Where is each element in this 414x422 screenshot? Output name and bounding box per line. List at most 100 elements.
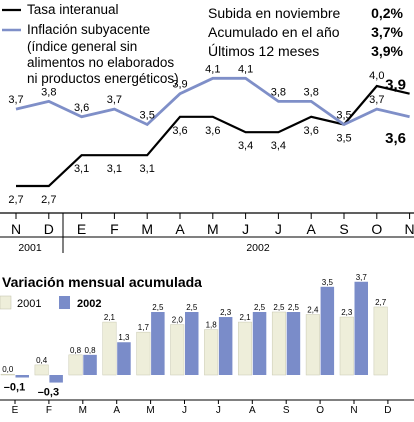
bar-2001 <box>170 324 185 376</box>
stat-value-noviembre: 0,2% <box>371 5 403 21</box>
legend: Tasa interanual Inflación subyacente (ín… <box>2 2 179 86</box>
bar-2002 <box>286 312 301 375</box>
bar-label-2002: 2,5 <box>152 303 164 312</box>
data-label-tasa: 3,1 <box>74 163 89 175</box>
data-label-tasa: 3,1 <box>107 163 122 175</box>
bar-legend: 2001 2002 <box>0 295 101 310</box>
bar-label-2001: 2,5 <box>273 303 285 312</box>
data-label-tasa: 4,0 <box>369 70 384 82</box>
bar-label-2002: 1,3 <box>118 333 130 342</box>
bar-2002 <box>83 354 97 375</box>
data-label-tasa: 3,5 <box>336 132 351 144</box>
data-label-subyacente: 3,8 <box>304 86 319 98</box>
bar-label-2001: 0,0 <box>2 365 14 374</box>
bar-x-tick-label: O <box>316 405 324 416</box>
bar-2001 <box>339 316 354 376</box>
x-tick-label: E <box>77 221 86 237</box>
x-tick-label: A <box>307 221 317 237</box>
data-label-subyacente: 4,1 <box>238 63 253 75</box>
legend-label-subyacente-4: ni productos energéticos) <box>27 71 179 86</box>
legend-label-subyacente-3: alimentos no elaborados <box>27 55 174 70</box>
x-tick-label: S <box>339 221 348 237</box>
legend-label-tasa: Tasa interanual <box>27 2 119 17</box>
bar-label-2001: 2,4 <box>307 306 319 315</box>
bar-2002 <box>218 317 233 375</box>
x-tick-label: M <box>207 221 219 237</box>
bar-2001 <box>136 331 151 376</box>
bar-label-2001: 2,7 <box>375 298 387 307</box>
data-label-tasa: 3,6 <box>304 125 319 137</box>
data-label-subyacente: 3,5 <box>336 109 351 121</box>
bar-label-2001: 1,8 <box>206 321 218 330</box>
line-chart: 3,7 3,8 3,6 3,7 3,5 3,9 4,1 4,1 3,8 3,8 3,5 3,7 3,6 2… <box>0 63 414 254</box>
bar-label-2001: 0,8 <box>70 346 82 355</box>
bar-legend-swatch-2001 <box>0 295 12 310</box>
x-tick-label: N <box>11 221 21 237</box>
data-label-subyacente: 3,9 <box>172 79 187 91</box>
data-label-tasa: 3,6 <box>172 125 187 137</box>
bar-x-tick-label: J <box>182 405 187 416</box>
data-label-subyacente: 3,8 <box>271 86 286 98</box>
x-tick-label: J <box>242 221 249 237</box>
bar-x-tick-label: M <box>146 405 154 416</box>
data-label-subyacente: 3,6 <box>385 130 406 147</box>
bar-legend-label-2001: 2001 <box>17 298 41 310</box>
x-tick-label: J <box>275 221 282 237</box>
bar-legend-label-2002: 2002 <box>77 298 101 310</box>
data-label-subyacente: 3,7 <box>107 94 122 106</box>
year-label-2002: 2002 <box>246 242 270 254</box>
bar-2001 <box>0 373 15 376</box>
data-label-tasa: 3,9 <box>385 77 406 94</box>
bar-label-2002: 3,7 <box>356 273 368 282</box>
data-label-subyacente: 3,7 <box>8 94 23 106</box>
bar-label-2002: 2,5 <box>288 303 300 312</box>
bar-2001 <box>102 321 117 376</box>
bar-2002 <box>49 375 63 383</box>
bar-label-2002: –0,1 <box>4 382 25 394</box>
bar-label-2002: –0,3 <box>38 387 59 399</box>
bar-label-2001: 0,4 <box>36 356 48 365</box>
data-label-subyacente: 3,5 <box>140 109 155 121</box>
x-tick-label: O <box>371 221 382 237</box>
data-label-tasa: 3,4 <box>238 140 253 152</box>
bar-chart: 0,0 –0,1 E 0,4 –0,3 F 0,8 0,8 M 2,1 1,3 A 1,7 2,5 M 2,0… <box>0 273 414 416</box>
bar-x-tick-label: S <box>283 405 290 416</box>
bar-x-tick-label: E <box>12 405 19 416</box>
year-label-2001: 2001 <box>18 242 42 254</box>
data-label-tasa: 3,1 <box>140 163 155 175</box>
bar-label-2001: 2,1 <box>104 313 116 322</box>
bar-label-2001: 2,0 <box>172 316 184 325</box>
bar-legend-swatch-2002 <box>59 296 70 309</box>
bar-x-tick-label: D <box>384 405 391 416</box>
legend-label-subyacente-1: Inflación subyacente <box>27 22 150 37</box>
bar-2002 <box>185 312 199 375</box>
bar-chart-title: Variación mensual acumulada <box>2 274 202 290</box>
bar-label-2002: 3,5 <box>322 278 334 287</box>
bar-2001 <box>238 321 253 376</box>
series-line-subyacente <box>15 76 410 127</box>
bar-label-2001: 2,3 <box>341 308 353 317</box>
bar-2002 <box>320 286 335 375</box>
bar-x-tick-label: N <box>350 405 357 416</box>
bar-x-tick-label: A <box>113 405 120 416</box>
stats-box: Subida en noviembre 0,2% Acumulado en el… <box>208 5 404 59</box>
bar-2002 <box>15 375 29 378</box>
data-label-subyacente: 3,7 <box>369 94 384 106</box>
data-label-subyacente: 3,8 <box>41 86 56 98</box>
bar-label-2002: 0,8 <box>84 346 96 355</box>
bar-x-tick-label: M <box>79 405 87 416</box>
data-label-subyacente: 4,1 <box>205 63 220 75</box>
bar-x-tick-label: F <box>46 405 52 416</box>
legend-label-subyacente-2: (índice general sin <box>27 39 137 54</box>
data-label-tasa: 2,7 <box>8 194 23 206</box>
x-tick-label: A <box>175 221 185 237</box>
bar-2002 <box>354 281 368 375</box>
bar-2001 <box>68 354 83 376</box>
bar-2001 <box>373 306 388 376</box>
bar-2002 <box>252 312 267 375</box>
stat-value-12-meses: 3,9% <box>371 43 403 59</box>
x-tick-label: M <box>141 221 153 237</box>
x-tick-label: D <box>44 221 54 237</box>
bar-2001 <box>204 329 219 376</box>
